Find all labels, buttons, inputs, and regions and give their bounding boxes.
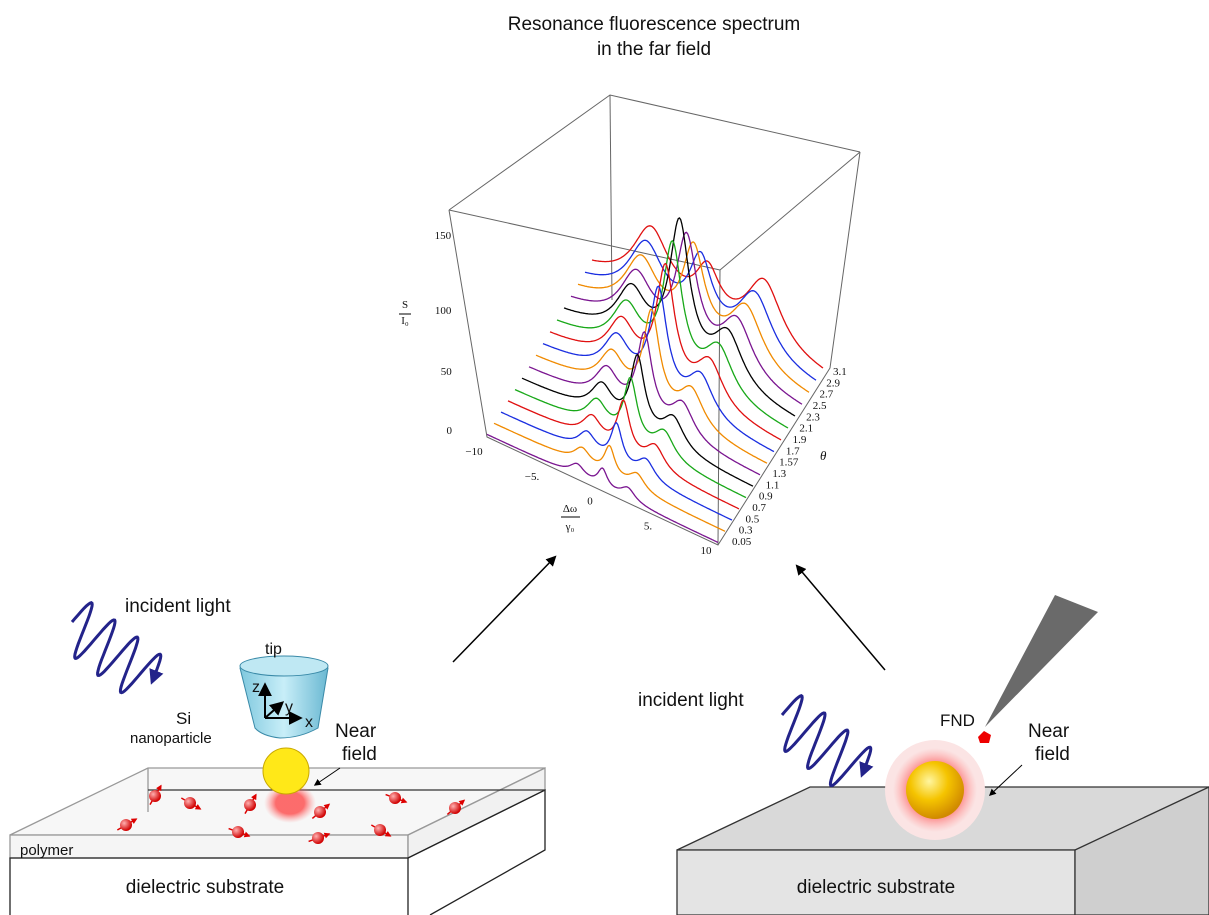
z-tick-label: 0: [447, 425, 453, 437]
axis-z: z: [252, 679, 260, 696]
waves: [72, 603, 871, 786]
theta-tick-label: 0.9: [759, 491, 773, 503]
molecule: [149, 790, 161, 802]
theta-tick-label: 2.5: [813, 400, 827, 412]
theta-tick-label: 2.9: [826, 377, 840, 389]
theta-tick-label: 3.1: [833, 366, 847, 378]
nanosphere: [906, 761, 964, 819]
diagram: Resonance fluorescence spectrum in the f…: [0, 0, 1209, 915]
z-tick-label: 150: [435, 230, 452, 242]
theta-tick-label: 1.1: [766, 479, 780, 491]
box-edge: [449, 95, 860, 210]
z-label: S: [402, 299, 408, 311]
spectrum-curve: [564, 218, 795, 416]
molecule: [374, 824, 386, 836]
axis-ticks: 050100150−10−5.05.100.050.30.50.70.91.11…: [435, 230, 847, 557]
arrow: [797, 566, 885, 670]
box-edge: [610, 95, 612, 300]
molecule: [244, 799, 256, 811]
molecule: [312, 832, 324, 844]
theta-tick-label: 2.1: [799, 423, 813, 435]
incident-light-label: incident light: [638, 690, 744, 711]
z-label: I₀: [401, 315, 409, 327]
z-tick-label: 50: [441, 366, 453, 378]
page: Resonance fluorescence spectrum in the f…: [0, 0, 1209, 915]
particle-label: Si: [176, 709, 191, 728]
axis-y: y: [285, 699, 293, 716]
theta-tick-label: 1.9: [793, 434, 807, 446]
x-tick-label: −5.: [525, 471, 540, 483]
si-nanoparticle: [263, 748, 309, 794]
near-field-label: Near: [335, 721, 377, 742]
z-tick-label: 100: [435, 305, 452, 317]
fnd-label: FND: [940, 711, 975, 730]
x-label: γ₀: [565, 521, 575, 533]
near-field-label: field: [1035, 744, 1070, 765]
theta-tick-label: 0.3: [739, 525, 753, 537]
molecule: [389, 792, 401, 804]
theta-tick-label: 0.7: [752, 502, 766, 514]
theta-tick-label: 2.3: [806, 411, 820, 423]
axis-x: x: [305, 714, 313, 731]
tip-top: [240, 656, 328, 676]
spectrum-curve: [515, 377, 746, 497]
layer-label: polymer: [20, 842, 73, 859]
x-tick-label: 0: [587, 496, 593, 508]
box-edge: [449, 210, 720, 270]
theta-tick-label: 2.7: [820, 389, 834, 401]
arrow: [453, 557, 555, 662]
afm-tip: [985, 595, 1098, 727]
molecule: [184, 797, 196, 809]
molecule: [120, 819, 132, 831]
title: Resonance fluorescence spectrum: [508, 14, 801, 35]
molecule: [449, 802, 461, 814]
theta-label: θ: [820, 448, 827, 463]
molecule: [314, 806, 326, 818]
theta-tick-label: 0.5: [745, 513, 759, 525]
spectrum-curve: [536, 309, 767, 463]
fnd-particle: [978, 731, 991, 743]
x-label: Δω: [563, 503, 577, 515]
theta-tick-label: 1.3: [772, 468, 786, 480]
spectrum-curve: [487, 434, 718, 542]
theta-tick-label: 0.05: [732, 536, 752, 548]
spectrum-curve: [508, 400, 739, 509]
title: in the far field: [597, 39, 711, 60]
near-field-label: field: [342, 744, 377, 765]
substrate-label: dielectric substrate: [797, 877, 955, 898]
substrate-label: dielectric substrate: [126, 877, 284, 898]
x-tick-label: 5.: [644, 520, 653, 532]
box-edge: [720, 152, 860, 270]
tip-label: tip: [265, 641, 282, 658]
light-wave: [782, 696, 871, 786]
near-field-label: Near: [1028, 721, 1070, 742]
x-tick-label: 10: [701, 545, 713, 557]
theta-tick-label: 1.7: [786, 445, 800, 457]
molecule: [232, 826, 244, 838]
theta-tick-label: 1.57: [779, 457, 799, 469]
x-tick-label: −10: [465, 446, 483, 458]
incident-light-label: incident light: [125, 596, 231, 617]
particle-label: nanoparticle: [130, 730, 212, 747]
box-edge: [449, 152, 860, 545]
